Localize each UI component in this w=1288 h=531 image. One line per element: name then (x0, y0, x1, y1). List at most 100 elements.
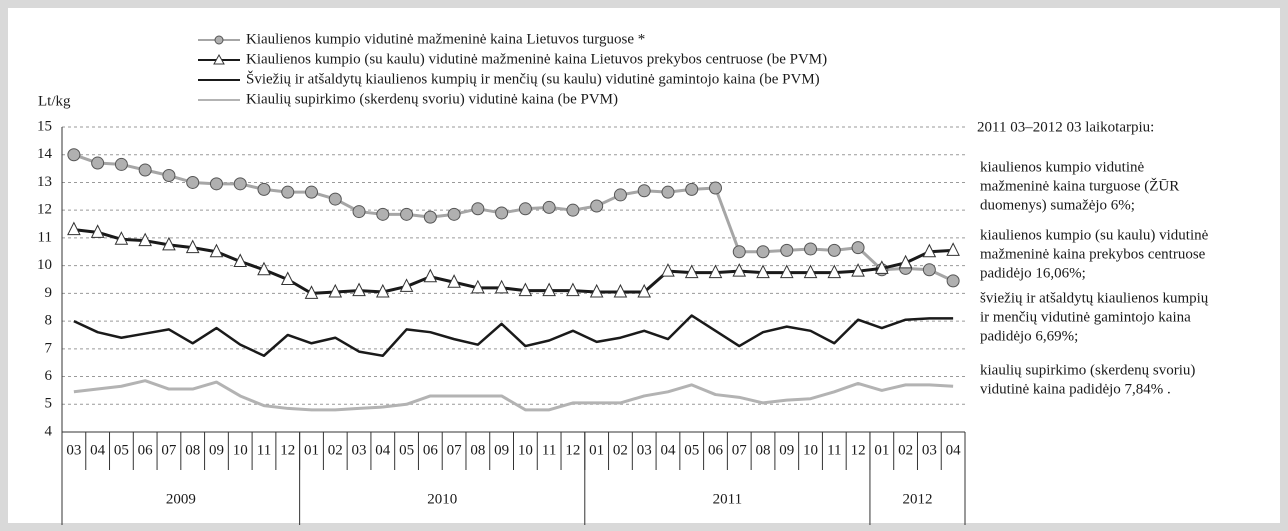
x-tick-label: 07 (732, 442, 748, 458)
annotation-text: kiaulienos kumpio vidutinė (980, 159, 1144, 175)
y-tick-label: 10 (37, 257, 52, 273)
x-tick-label: 11 (827, 442, 841, 458)
annotation-text: padidėjo 6,69%; (980, 328, 1078, 344)
x-tick-label: 09 (209, 442, 224, 458)
point-marker (684, 264, 699, 279)
x-tick-label: 12 (851, 442, 866, 458)
y-tick-label: 11 (38, 229, 52, 245)
point-marker (328, 192, 342, 206)
annotation-text: mažmeninė kaina prekybos centruose (980, 246, 1206, 262)
series-line (73, 379, 954, 412)
point-marker (138, 163, 152, 177)
y-tick-label: 7 (45, 340, 53, 356)
x-tick-label: 08 (756, 442, 771, 458)
x-tick-label: 01 (304, 442, 319, 458)
y-tick-label: 13 (37, 174, 52, 190)
point-marker (613, 188, 627, 202)
point-marker (352, 282, 366, 297)
point-marker (280, 271, 295, 285)
point-marker (257, 261, 271, 276)
x-tick-label: 08 (470, 442, 485, 458)
point-marker (708, 181, 722, 195)
point-marker (827, 264, 842, 279)
annotation-text: kiaulių supirkimo (skerdenų svoriu) (980, 362, 1195, 378)
point-marker (494, 279, 509, 294)
point-marker (946, 242, 960, 256)
x-tick-label: 03 (922, 442, 937, 458)
x-tick-label: 01 (874, 442, 889, 458)
point-marker (922, 263, 936, 277)
x-tick-label: 06 (708, 442, 724, 458)
legend-marker (214, 35, 224, 45)
point-marker (114, 231, 129, 245)
group-label: 2010 (427, 491, 457, 507)
y-tick-label: 12 (37, 202, 52, 218)
point-marker (542, 200, 556, 214)
point-marker (898, 254, 913, 269)
point-marker (661, 185, 675, 199)
y-tick-label: 4 (45, 423, 53, 439)
point-marker (851, 241, 865, 255)
point-marker (186, 175, 200, 189)
point-marker (423, 268, 438, 283)
x-tick-label: 02 (328, 442, 343, 458)
x-tick-label: 12 (280, 442, 295, 458)
point-marker (162, 236, 176, 251)
x-tick-label: 10 (233, 442, 248, 458)
x-tick-label: 05 (684, 442, 699, 458)
point-marker (138, 232, 152, 247)
point-marker (613, 283, 628, 298)
x-tick-label: 03 (352, 442, 367, 458)
point-marker (423, 210, 437, 224)
x-tick-label: 12 (565, 442, 580, 458)
point-marker (352, 205, 366, 219)
point-marker (661, 263, 675, 277)
point-marker (209, 177, 223, 191)
point-marker (495, 206, 509, 220)
point-marker (185, 239, 200, 254)
point-marker (447, 274, 461, 288)
x-tick-label: 11 (542, 442, 556, 458)
point-marker (637, 184, 651, 198)
point-marker (803, 264, 818, 279)
y-tick-label: 14 (37, 146, 53, 162)
point-marker (304, 285, 319, 299)
point-marker (732, 263, 747, 277)
x-tick-label: 03 (66, 442, 81, 458)
point-marker (233, 177, 247, 191)
x-tick-label: 07 (161, 442, 177, 458)
x-tick-label: 10 (518, 442, 533, 458)
point-marker (922, 243, 937, 258)
legend-label: Kiaulienos kumpio (su kaulu) vidutinė ma… (246, 51, 827, 67)
point-marker (90, 224, 105, 238)
point-marker (756, 245, 770, 259)
y-tick-label: 6 (45, 368, 53, 384)
x-tick-label: 09 (494, 442, 509, 458)
point-marker (780, 243, 794, 257)
point-marker (566, 282, 580, 297)
point-marker (376, 207, 390, 221)
point-marker (281, 185, 295, 199)
group-label: 2011 (713, 491, 742, 507)
x-tick-label: 05 (114, 442, 129, 458)
annotation-text: duomenys) sumažėjo 6%; (980, 197, 1135, 213)
point-marker (233, 253, 248, 267)
x-tick-label: 04 (375, 442, 391, 458)
point-marker (590, 199, 604, 213)
point-marker (471, 279, 485, 294)
annotation-text: padidėjo 16,06%; (980, 265, 1086, 281)
point-marker (589, 283, 604, 298)
point-marker (875, 260, 889, 274)
x-tick-label: 01 (589, 442, 604, 458)
x-tick-label: 04 (946, 442, 962, 458)
x-tick-label: 02 (898, 442, 913, 458)
group-label: 2009 (166, 491, 196, 507)
annotation-text: šviežių ir atšaldytų kiaulienos kumpių (980, 290, 1209, 306)
point-marker (162, 169, 176, 183)
point-marker (209, 243, 224, 258)
y-tick-label: 8 (45, 313, 53, 329)
series-line (73, 314, 954, 357)
point-marker (518, 202, 532, 216)
point-marker (114, 157, 128, 171)
point-marker (400, 207, 414, 221)
